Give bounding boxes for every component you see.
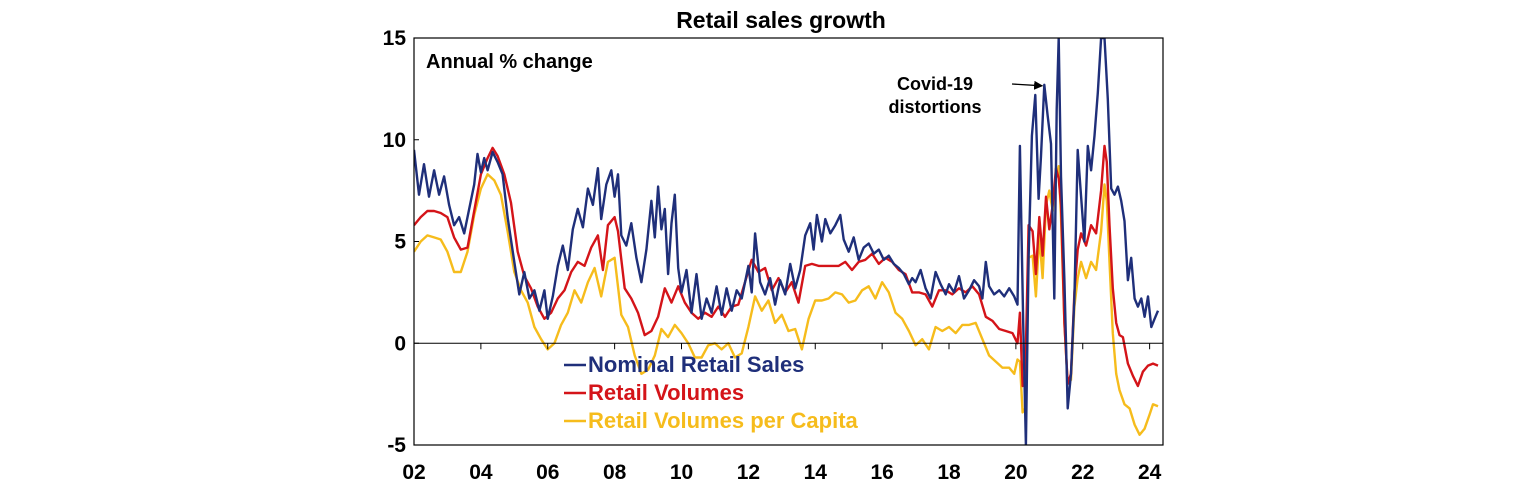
y-tick-label: 5 xyxy=(394,231,406,254)
plot-frame xyxy=(413,37,1164,446)
annotation-line-1: Covid-19 xyxy=(897,74,973,94)
annotation-line-2: distortions xyxy=(889,97,982,117)
x-tick-label: 10 xyxy=(670,461,693,484)
series-layer xyxy=(414,38,1160,445)
x-tick-label: 20 xyxy=(1004,461,1027,484)
x-tick-label: 22 xyxy=(1071,461,1094,484)
annotation-arrow xyxy=(1011,80,1044,90)
legend-label: Retail Volumes xyxy=(588,380,744,405)
x-tick-label: 16 xyxy=(870,461,893,484)
x-axis: 02 04 06 08 10 12 14 16 18 20 22 24 xyxy=(402,343,1162,484)
x-tick-label: 08 xyxy=(603,461,627,484)
x-tick-label: 04 xyxy=(469,461,493,484)
legend-label: Retail Volumes per Capita xyxy=(588,408,859,433)
y-tick-label: 15 xyxy=(383,27,407,50)
x-tick-label: 14 xyxy=(804,461,828,484)
y-tick-label: -5 xyxy=(387,434,406,457)
x-tick-label: 12 xyxy=(737,461,760,484)
series-line-nominal-retail-sales xyxy=(414,38,1160,445)
chart-title: Retail sales growth xyxy=(676,7,886,33)
x-tick-label: 24 xyxy=(1138,461,1162,484)
legend-label: Nominal Retail Sales xyxy=(588,352,804,377)
y-tick-label: 0 xyxy=(394,332,406,355)
series-line-retail-volumes xyxy=(414,144,1159,388)
x-tick-label: 02 xyxy=(402,461,425,484)
y-tick-label: 10 xyxy=(383,129,406,152)
legend: Nominal Retail Sales Retail Volumes Retail… xyxy=(564,352,859,433)
x-tick-label: 06 xyxy=(536,461,559,484)
y-axis-unit-label: Annual % change xyxy=(426,51,593,73)
y-axis: -5 0 5 10 15 xyxy=(383,27,419,457)
x-tick-label: 18 xyxy=(937,461,961,484)
